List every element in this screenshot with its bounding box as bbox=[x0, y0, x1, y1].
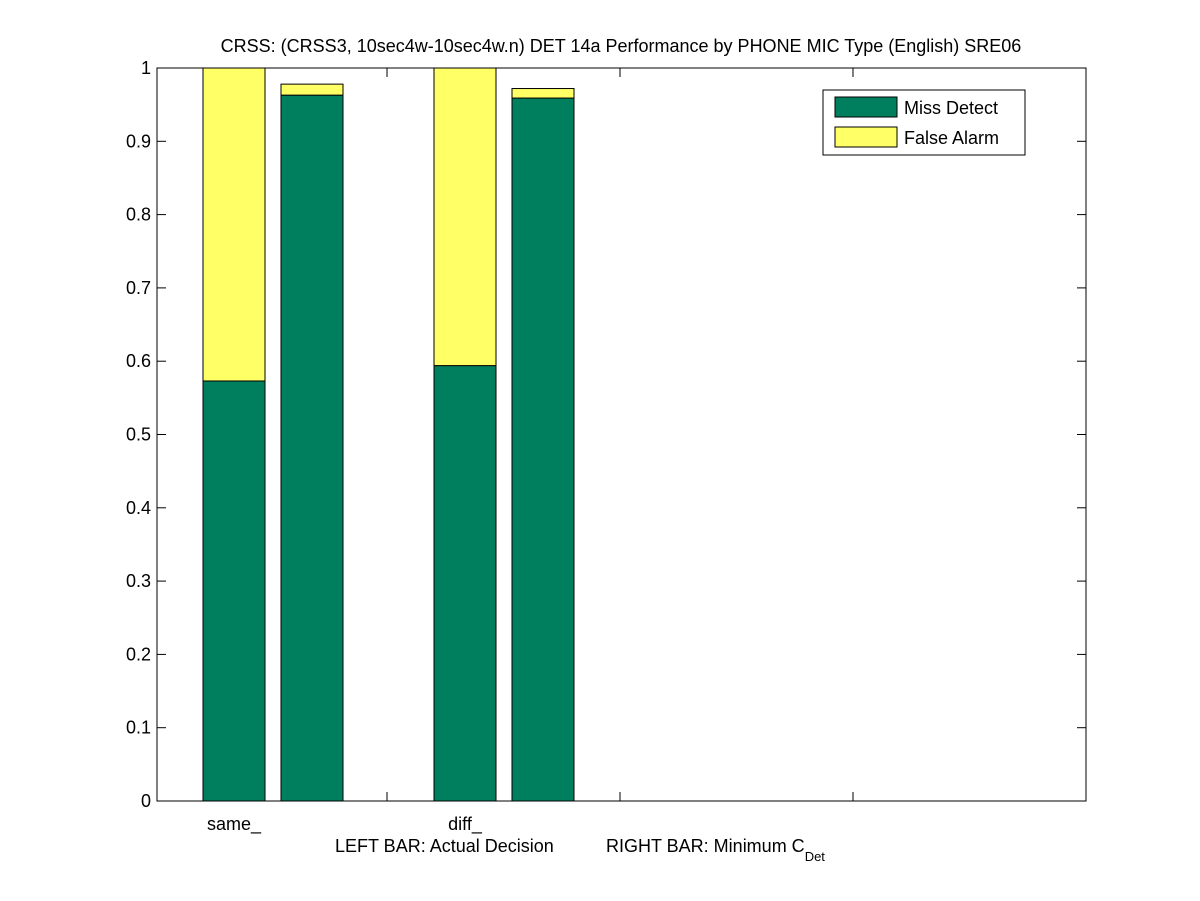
y-tick-label: 0.7 bbox=[126, 278, 151, 298]
bar-false-alarm-diff-actual bbox=[433, 67, 497, 367]
bar-miss-detect-diff-actual bbox=[433, 365, 497, 802]
chart-title: CRSS: (CRSS3, 10sec4w-10sec4w.n) DET 14a… bbox=[221, 36, 1022, 56]
bar-miss-detect-same-minimum bbox=[280, 94, 344, 802]
y-tick-label: 0.1 bbox=[126, 718, 151, 738]
legend-swatch-miss-detect bbox=[834, 96, 898, 118]
bars-group bbox=[202, 67, 575, 802]
legend-label-false-alarm: False Alarm bbox=[904, 128, 999, 148]
x-axis-label-right-main: RIGHT BAR: Minimum C bbox=[606, 836, 805, 856]
bar-false-alarm-diff-minimum bbox=[511, 88, 575, 99]
x-axis-label-right: RIGHT BAR: Minimum CDet bbox=[606, 836, 825, 864]
bar-false-alarm-same-minimum bbox=[280, 83, 344, 96]
y-tick-label: 0.3 bbox=[126, 571, 151, 591]
y-tick-label: 0.4 bbox=[126, 498, 151, 518]
bar-false-alarm-same-actual bbox=[202, 67, 266, 382]
bar-miss-detect-same-actual bbox=[202, 380, 266, 802]
y-tick-label: 0.5 bbox=[126, 425, 151, 445]
x-tick-label: same_ bbox=[207, 814, 262, 835]
x-tick-label: diff_ bbox=[448, 814, 483, 835]
legend-swatch-false-alarm bbox=[834, 126, 898, 148]
legend: Miss Detect False Alarm bbox=[822, 89, 1026, 156]
y-tick-label: 1 bbox=[141, 58, 151, 78]
y-tick-label: 0.8 bbox=[126, 205, 151, 225]
bar-miss-detect-diff-minimum bbox=[511, 97, 575, 802]
legend-label-miss-detect: Miss Detect bbox=[904, 98, 998, 118]
y-tick-label: 0 bbox=[141, 791, 151, 811]
y-tick-label: 0.2 bbox=[126, 644, 151, 664]
y-axis: 0 0.1 0.2 0.3 0.4 0.5 0.6 0.7 0.8 0.9 1 bbox=[126, 58, 1086, 811]
y-tick-label: 0.9 bbox=[126, 131, 151, 151]
x-axis: same_ diff_ bbox=[207, 68, 854, 835]
x-axis-label-subscript: Det bbox=[805, 849, 826, 864]
x-axis-label-left: LEFT BAR: Actual Decision bbox=[335, 836, 554, 856]
y-tick-label: 0.6 bbox=[126, 351, 151, 371]
